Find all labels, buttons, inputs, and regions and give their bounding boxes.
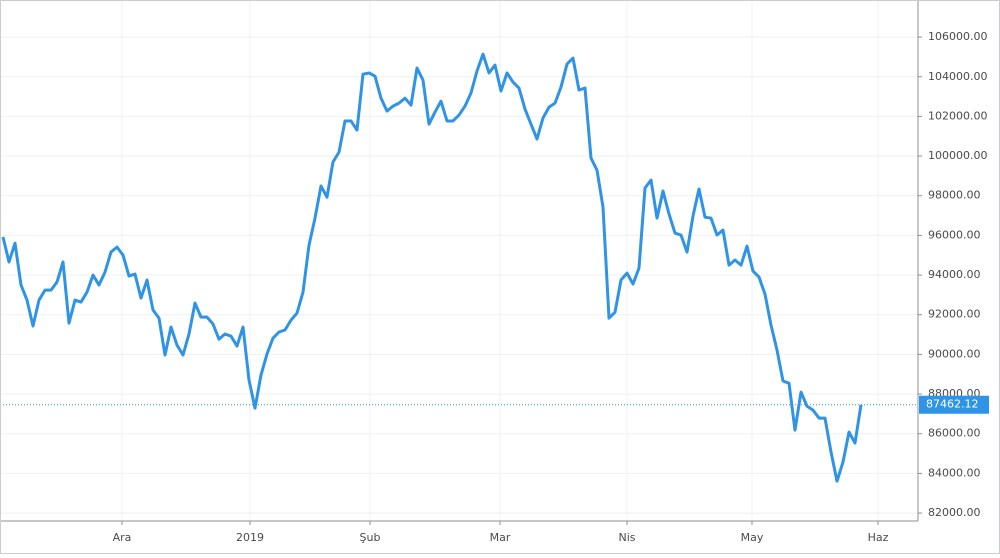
x-tick-label: Ara xyxy=(113,531,132,544)
y-tick-label: 92000.00 xyxy=(928,308,981,321)
last-price-box xyxy=(919,395,989,414)
y-tick-label: 102000.00 xyxy=(928,109,988,122)
x-tick-label: Haz xyxy=(868,531,889,544)
y-tick-label: 86000.00 xyxy=(928,427,981,440)
plot xyxy=(0,52,918,483)
y-tick-label: 100000.00 xyxy=(928,149,988,162)
x-tick-label: Mar xyxy=(490,531,511,544)
y-tick-label: 94000.00 xyxy=(928,268,981,281)
y-tick-label: 84000.00 xyxy=(928,466,981,479)
last-price-label: 87462.12 xyxy=(926,398,979,411)
x-tick-label: 2019 xyxy=(236,531,264,544)
x-tick-label: May xyxy=(741,531,764,544)
x-tick-label: Nis xyxy=(618,531,635,544)
price-line xyxy=(1,52,863,483)
y-tick-label: 98000.00 xyxy=(928,189,981,202)
y-tick-label: 82000.00 xyxy=(928,506,981,519)
y-tick-label: 90000.00 xyxy=(928,347,981,360)
y-tick-label: 96000.00 xyxy=(928,228,981,241)
y-tick-label: 104000.00 xyxy=(928,70,988,83)
y-tick-label: 106000.00 xyxy=(928,30,988,43)
x-tick-label: Şub xyxy=(360,531,381,544)
